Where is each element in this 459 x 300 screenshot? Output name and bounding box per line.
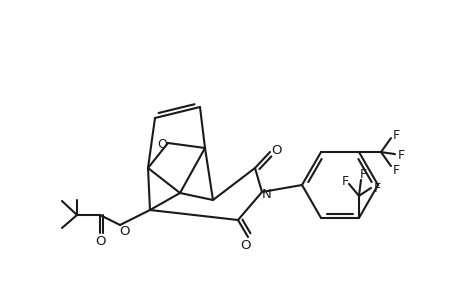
Text: F: F: [392, 129, 399, 142]
Text: F: F: [397, 148, 403, 162]
Text: O: O: [119, 226, 130, 238]
Text: F: F: [358, 168, 366, 182]
Text: F: F: [373, 182, 380, 195]
Text: F: F: [392, 164, 399, 177]
Text: O: O: [95, 236, 106, 248]
Text: N: N: [262, 188, 271, 202]
Text: O: O: [240, 239, 251, 253]
Text: O: O: [271, 143, 282, 157]
Text: F: F: [341, 176, 348, 188]
Text: O: O: [157, 139, 167, 152]
